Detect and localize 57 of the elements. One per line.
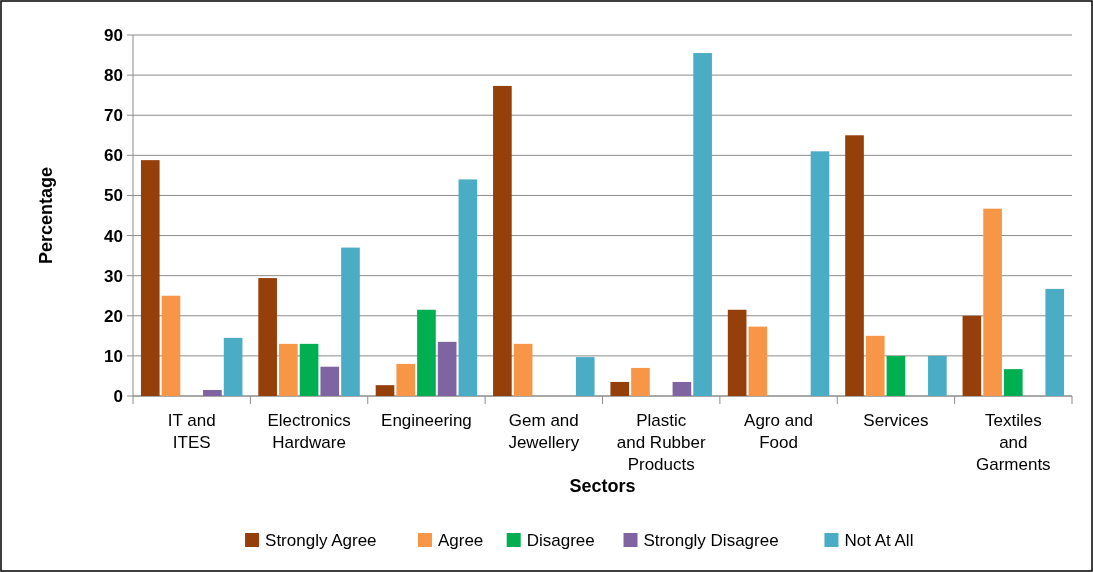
bar: [693, 53, 712, 396]
bar: [161, 295, 181, 396]
x-axis-title: Sectors: [569, 476, 636, 496]
bar: [437, 341, 457, 396]
y-tick-label: 0: [113, 386, 123, 406]
bar: [727, 309, 747, 396]
x-tick-label: Gem and Jewellery: [508, 411, 580, 452]
y-tick-label: 30: [104, 266, 123, 286]
y-tick-label: 70: [104, 106, 123, 126]
bar: [513, 343, 533, 396]
bar: [417, 309, 436, 396]
y-tick-label: 80: [104, 66, 123, 86]
bar: [203, 389, 222, 396]
bar: [610, 381, 630, 396]
bar: [865, 335, 885, 396]
bar: [1003, 369, 1023, 396]
y-axis-title: Percentage: [36, 166, 56, 265]
y-tick-label: 20: [104, 306, 123, 326]
y-tick-label: 40: [104, 226, 123, 246]
bar: [1045, 288, 1065, 396]
bar: [341, 247, 360, 396]
legend-label: Strongly Disagree: [643, 530, 779, 550]
y-tick-label: 90: [104, 25, 123, 45]
bar: [672, 381, 692, 396]
bar: [575, 357, 595, 396]
bar: [886, 355, 906, 396]
x-tick-label: Textiles and Garments: [975, 411, 1051, 474]
x-tick-label: Engineering: [381, 411, 472, 430]
bar: [458, 179, 478, 396]
y-tick-label: 50: [104, 186, 123, 206]
bar: [845, 135, 864, 396]
x-tick-label: Plastic and Rubber Products: [616, 411, 706, 474]
x-tick-label: Services: [863, 411, 929, 430]
bar: [279, 343, 298, 396]
bar: [493, 85, 512, 396]
x-tick-label: Electronics Hardware: [267, 411, 351, 452]
bar: [983, 208, 1002, 396]
bar: [631, 367, 650, 396]
y-tick-label: 60: [104, 146, 123, 166]
legend-label: Strongly Agree: [265, 530, 377, 550]
bar: [928, 355, 947, 396]
x-tick-label: IT and ITES: [167, 411, 216, 452]
bar: [140, 160, 160, 396]
bar: [299, 343, 319, 396]
bar: [375, 385, 395, 396]
legend-label: Agree: [437, 530, 484, 550]
bar: [962, 315, 982, 396]
y-tick-label: 10: [104, 346, 123, 366]
legend-label: Disagree: [526, 530, 595, 550]
bar: [810, 151, 830, 396]
bar: [396, 363, 416, 396]
bar: [223, 337, 243, 396]
legend-label: Not At All: [844, 530, 914, 550]
bar: [258, 278, 277, 396]
x-tick-label: Agro and Food: [744, 411, 814, 452]
bar: [320, 366, 340, 396]
bar: [748, 326, 768, 396]
